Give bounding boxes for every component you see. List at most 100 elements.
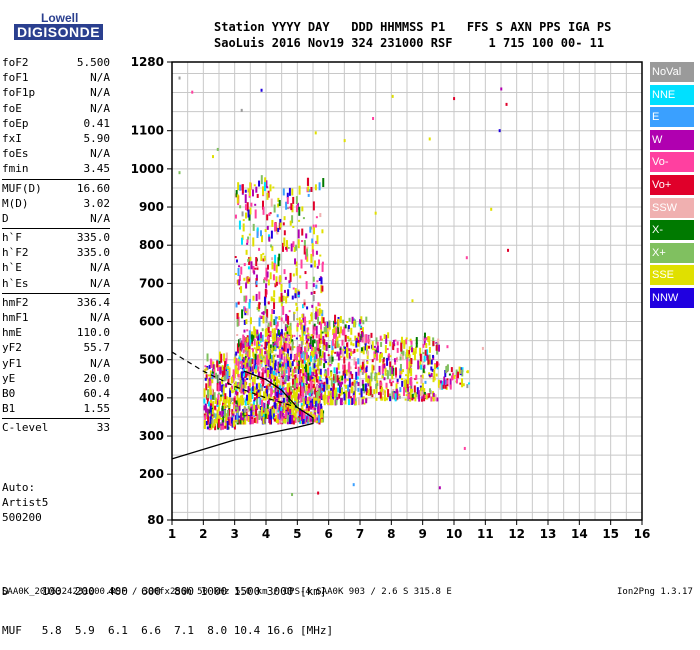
echo-trace	[421, 394, 424, 400]
echo-trace	[261, 372, 264, 382]
echo-trace	[209, 370, 212, 379]
echo-trace	[391, 371, 394, 380]
echo-trace	[264, 177, 267, 187]
echo-trace	[305, 385, 308, 391]
echo-trace	[309, 366, 312, 376]
echo-trace	[247, 400, 250, 405]
echo-trace	[283, 269, 286, 275]
echo-trace	[426, 349, 429, 359]
echo-trace	[395, 388, 398, 398]
echo-trace	[224, 416, 227, 419]
echo-trace	[307, 339, 310, 342]
echo-trace	[222, 396, 225, 404]
echo-outlier	[372, 116, 375, 120]
echo-trace	[240, 237, 243, 245]
x-tick-label: 3	[230, 527, 238, 541]
echo-trace	[436, 361, 439, 369]
echo-trace	[251, 189, 254, 197]
echo-trace	[256, 267, 259, 270]
echo-trace	[275, 324, 278, 330]
echo-trace	[366, 361, 369, 365]
echo-trace	[315, 240, 318, 244]
echo-trace	[291, 414, 294, 423]
echo-trace	[275, 376, 278, 386]
echo-trace	[326, 394, 329, 404]
echo-trace	[401, 378, 404, 381]
echo-trace	[242, 223, 245, 232]
echo-trace	[243, 319, 246, 325]
echo-trace	[258, 344, 261, 347]
echo-trace	[261, 328, 264, 332]
echo-trace	[237, 373, 240, 378]
echo-trace	[420, 375, 423, 378]
echo-trace	[260, 348, 263, 356]
echo-trace	[341, 329, 344, 336]
echo-trace	[303, 366, 306, 369]
echo-trace	[286, 391, 289, 399]
echo-trace	[225, 404, 228, 408]
echo-trace	[266, 339, 269, 342]
echo-trace	[297, 393, 300, 400]
echo-trace	[271, 261, 274, 270]
echo-trace	[221, 385, 224, 393]
echo-trace	[336, 375, 339, 383]
echo-trace	[351, 373, 354, 379]
echo-trace	[388, 353, 391, 357]
echo-trace	[231, 409, 234, 415]
echo-trace	[221, 407, 224, 417]
echo-trace	[220, 417, 223, 420]
echo-trace	[238, 397, 241, 406]
echo-trace	[314, 374, 317, 377]
param-value: 0.41	[83, 116, 111, 130]
echo-trace	[359, 365, 362, 373]
echo-trace	[391, 366, 394, 375]
echo-trace	[289, 346, 292, 351]
echo-trace	[286, 386, 289, 393]
echo-trace	[289, 388, 292, 393]
echo-trace	[264, 341, 267, 350]
echo-trace	[317, 348, 320, 352]
echo-trace	[351, 381, 354, 386]
echo-trace	[310, 418, 313, 422]
x-tick-label: 1	[168, 527, 176, 541]
echo-trace	[258, 353, 261, 360]
echo-trace	[266, 332, 269, 335]
echo-trace	[272, 399, 275, 402]
echo-trace	[219, 366, 222, 374]
echo-trace	[244, 342, 247, 346]
echo-trace	[214, 424, 217, 431]
echo-trace	[299, 419, 302, 424]
param-name: yE	[2, 371, 16, 385]
echo-trace	[266, 309, 269, 319]
echo-trace	[232, 369, 235, 379]
echo-trace	[395, 367, 398, 376]
echo-trace	[361, 332, 364, 338]
echo-trace	[317, 403, 320, 413]
echo-trace	[291, 188, 294, 196]
echo-trace	[405, 394, 408, 397]
echo-trace	[338, 378, 341, 382]
echo-trace	[312, 371, 315, 376]
echo-trace	[315, 376, 318, 383]
echo-trace	[282, 410, 285, 413]
echo-trace	[273, 290, 276, 298]
echo-trace	[341, 402, 344, 405]
echo-trace	[432, 394, 435, 402]
param-row: hmF2 336.4	[2, 295, 110, 310]
echo-trace	[307, 383, 310, 389]
echo-trace	[281, 370, 284, 375]
y-tick-label: 700	[139, 276, 164, 290]
echo-trace	[340, 387, 343, 390]
echo-trace	[279, 218, 282, 226]
echo-trace	[365, 373, 368, 383]
echo-trace	[218, 360, 221, 364]
x-tick-label: 11	[477, 527, 494, 541]
echo-trace	[256, 306, 259, 310]
echo-trace	[304, 347, 307, 355]
echo-outlier	[374, 211, 377, 215]
echo-trace	[423, 332, 426, 338]
echo-trace	[334, 331, 337, 338]
echo-trace	[231, 402, 234, 405]
echo-trace	[285, 313, 288, 321]
echo-trace	[318, 368, 321, 375]
